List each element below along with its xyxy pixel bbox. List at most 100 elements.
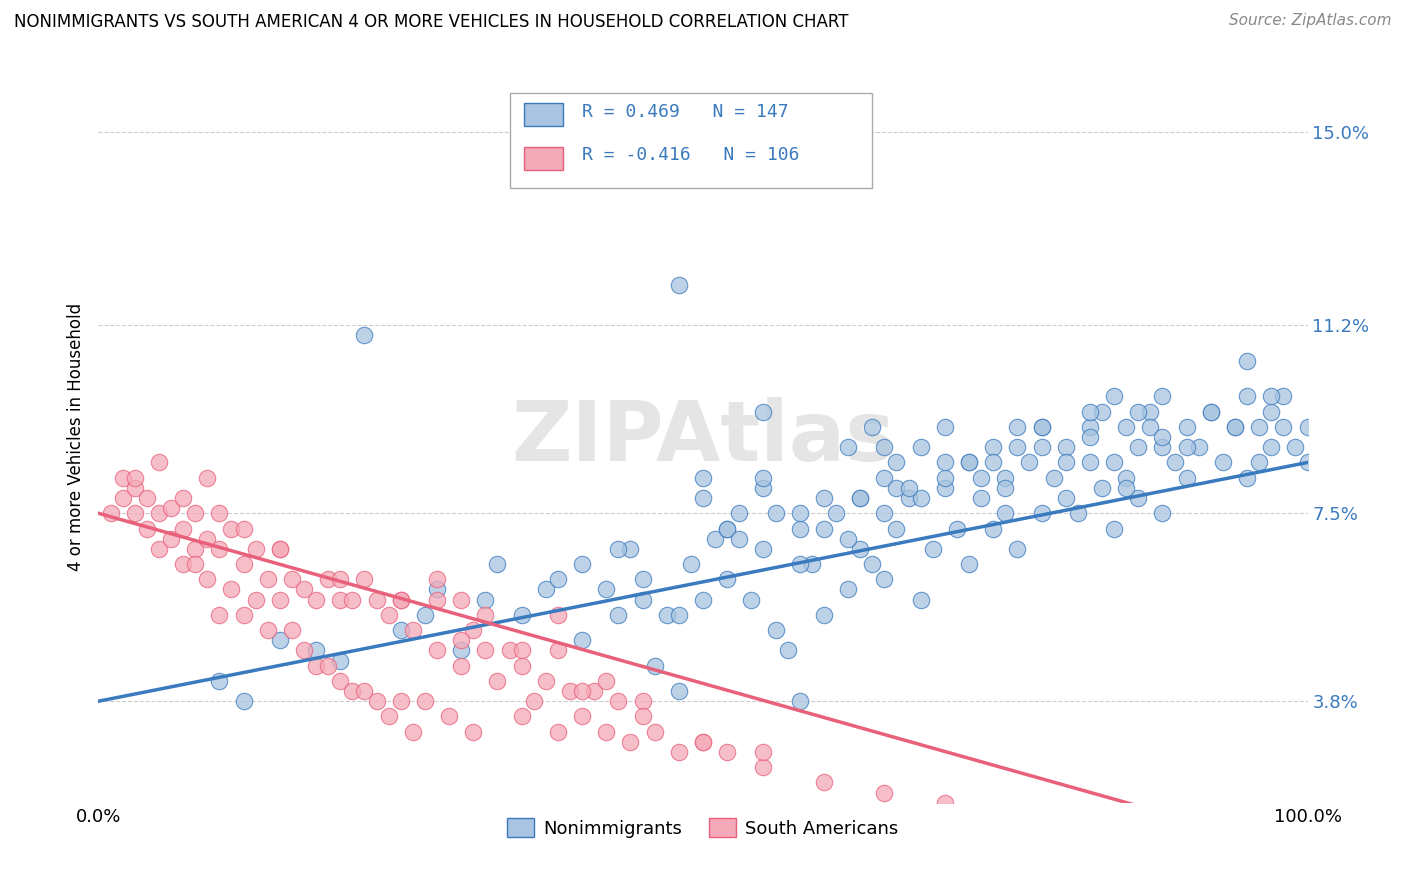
- Point: [571, 557, 593, 571]
- Point: [486, 673, 509, 688]
- Point: [789, 521, 811, 535]
- Point: [1128, 440, 1150, 454]
- Point: [413, 694, 436, 708]
- Point: [571, 684, 593, 698]
- Point: [329, 572, 352, 586]
- Point: [607, 541, 630, 556]
- Point: [860, 557, 883, 571]
- Legend: Nonimmigrants, South Americans: Nonimmigrants, South Americans: [501, 811, 905, 845]
- Point: [631, 572, 654, 586]
- Point: [256, 623, 278, 637]
- Point: [934, 471, 956, 485]
- Point: [1236, 471, 1258, 485]
- Point: [232, 521, 254, 535]
- Point: [692, 592, 714, 607]
- Point: [1128, 491, 1150, 505]
- Text: R = 0.469   N = 147: R = 0.469 N = 147: [582, 103, 789, 120]
- Point: [1249, 420, 1271, 434]
- Point: [607, 607, 630, 622]
- Point: [981, 521, 1004, 535]
- Point: [873, 471, 896, 485]
- Point: [232, 694, 254, 708]
- Point: [124, 481, 146, 495]
- Point: [402, 623, 425, 637]
- Point: [934, 455, 956, 469]
- Point: [1284, 440, 1306, 454]
- Point: [353, 684, 375, 698]
- Point: [752, 405, 775, 419]
- Point: [970, 491, 993, 505]
- Point: [172, 491, 194, 505]
- Point: [1078, 430, 1101, 444]
- Point: [1139, 420, 1161, 434]
- Text: NONIMMIGRANTS VS SOUTH AMERICAN 4 OR MORE VEHICLES IN HOUSEHOLD CORRELATION CHAR: NONIMMIGRANTS VS SOUTH AMERICAN 4 OR MOR…: [14, 13, 849, 31]
- Point: [281, 572, 304, 586]
- Point: [910, 440, 932, 454]
- Point: [994, 481, 1017, 495]
- Point: [994, 471, 1017, 485]
- Point: [1272, 420, 1295, 434]
- Point: [269, 633, 291, 648]
- Point: [668, 607, 690, 622]
- Point: [994, 506, 1017, 520]
- Point: [946, 521, 969, 535]
- Point: [160, 501, 183, 516]
- Point: [704, 532, 727, 546]
- Point: [1128, 405, 1150, 419]
- Point: [1102, 455, 1125, 469]
- Point: [184, 557, 207, 571]
- Point: [934, 796, 956, 810]
- Point: [1054, 821, 1077, 835]
- Point: [1296, 420, 1319, 434]
- Point: [316, 658, 339, 673]
- Point: [437, 709, 460, 723]
- Point: [728, 532, 751, 546]
- Point: [426, 572, 449, 586]
- Point: [184, 541, 207, 556]
- Point: [1115, 420, 1137, 434]
- Point: [269, 592, 291, 607]
- Point: [547, 607, 569, 622]
- Point: [595, 724, 617, 739]
- FancyBboxPatch shape: [524, 103, 562, 127]
- Point: [1007, 440, 1029, 454]
- Point: [1054, 440, 1077, 454]
- Point: [208, 673, 231, 688]
- Point: [897, 481, 920, 495]
- Point: [486, 557, 509, 571]
- Point: [957, 455, 980, 469]
- Point: [1007, 541, 1029, 556]
- Point: [668, 277, 690, 292]
- Point: [292, 582, 315, 597]
- Point: [1175, 847, 1198, 861]
- Point: [1031, 420, 1053, 434]
- Point: [305, 643, 328, 657]
- Point: [1199, 405, 1222, 419]
- Point: [135, 521, 157, 535]
- Point: [1102, 521, 1125, 535]
- Point: [245, 541, 267, 556]
- Point: [389, 623, 412, 637]
- Point: [668, 684, 690, 698]
- Point: [342, 592, 364, 607]
- Point: [607, 694, 630, 708]
- Point: [631, 694, 654, 708]
- Point: [692, 735, 714, 749]
- Point: [716, 572, 738, 586]
- Point: [644, 658, 666, 673]
- Point: [631, 592, 654, 607]
- Point: [1188, 440, 1211, 454]
- Point: [1031, 506, 1053, 520]
- Point: [752, 760, 775, 774]
- Point: [837, 440, 859, 454]
- Point: [981, 440, 1004, 454]
- Point: [1078, 420, 1101, 434]
- Point: [583, 684, 606, 698]
- Point: [329, 673, 352, 688]
- Point: [1260, 405, 1282, 419]
- Point: [1139, 405, 1161, 419]
- Point: [316, 572, 339, 586]
- Point: [450, 633, 472, 648]
- Point: [813, 521, 835, 535]
- Point: [1175, 471, 1198, 485]
